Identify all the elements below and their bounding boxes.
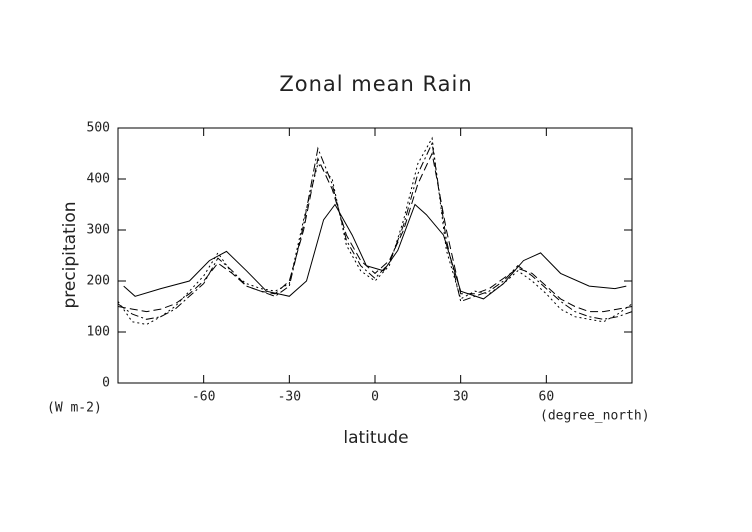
y-tick-label: 300 <box>87 223 110 238</box>
y-tick-label: 100 <box>87 325 110 340</box>
x-tick-label: -60 <box>192 390 215 405</box>
y-tick-label: 200 <box>87 274 110 289</box>
x-tick-label: 0 <box>371 390 379 405</box>
y-axis-label: precipitation <box>60 201 80 308</box>
x-tick-label: -30 <box>278 390 301 405</box>
series-line <box>123 203 627 300</box>
series-line <box>117 141 633 320</box>
series-line <box>117 151 633 313</box>
y-tick-label: 0 <box>102 376 110 391</box>
series-line <box>117 136 633 325</box>
plot-frame <box>117 127 633 384</box>
y-tick-label: 500 <box>87 121 110 136</box>
y-tick-label: 400 <box>87 172 110 187</box>
x-unit: (degree_north) <box>540 409 650 424</box>
x-axis-label: latitude <box>343 428 408 448</box>
x-tick-label: 60 <box>539 390 555 405</box>
y-unit: (W m-2) <box>47 401 102 416</box>
x-tick-label: 30 <box>453 390 469 405</box>
chart-title: Zonal mean Rain <box>279 72 472 96</box>
